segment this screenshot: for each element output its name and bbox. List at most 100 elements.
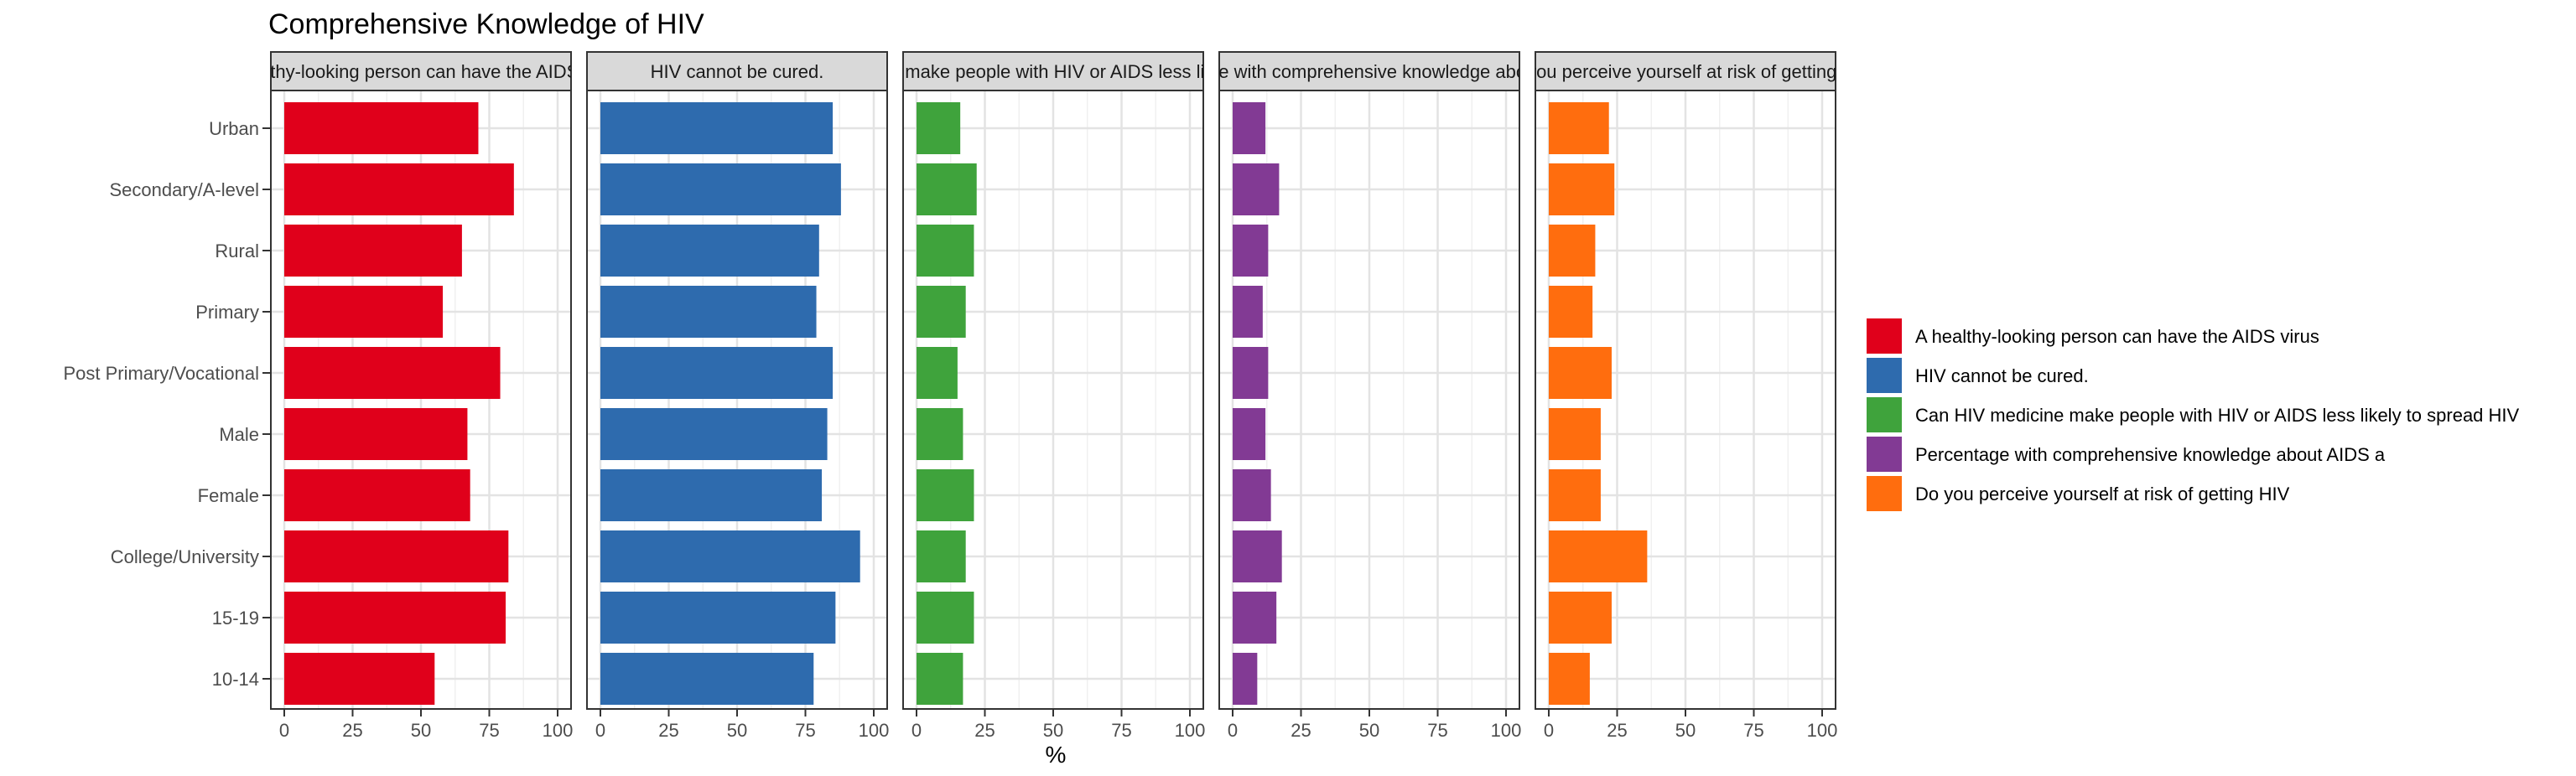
bar: [1233, 653, 1258, 705]
legend-swatch: [1867, 476, 1902, 511]
bar: [284, 225, 462, 277]
bar: [600, 347, 834, 399]
bar: [917, 102, 961, 154]
facet-strip-label: Can HIV medicine make people with HIV or…: [751, 61, 1356, 82]
bar: [1549, 530, 1648, 582]
x-tick-label: 50: [1675, 720, 1696, 741]
x-tick-label: 50: [1359, 720, 1379, 741]
y-tick-label: Secondary/A-level: [109, 179, 259, 200]
bar: [284, 653, 435, 705]
legend-label: Can HIV medicine make people with HIV or…: [1915, 405, 2520, 426]
bar: [1233, 530, 1282, 582]
bar: [1233, 163, 1280, 215]
y-tick-label: College/University: [111, 546, 259, 567]
legend-swatch: [1867, 437, 1902, 472]
y-tick-label: Urban: [209, 118, 259, 139]
bar: [1549, 653, 1590, 705]
legend-swatch: [1867, 397, 1902, 432]
bar: [1233, 102, 1266, 154]
x-tick-label: 0: [1228, 720, 1238, 741]
bar: [1549, 469, 1601, 521]
facet-strip: [270, 51, 572, 91]
x-tick-label: 0: [279, 720, 289, 741]
bar: [1233, 286, 1263, 338]
facet-strip: [902, 51, 1204, 91]
facet-strip: [1535, 51, 1836, 91]
legend-label: Do you perceive yourself at risk of gett…: [1915, 484, 2290, 504]
facet-strip-text-wrap: Do you perceive yourself at risk of gett…: [1498, 61, 1873, 82]
legend-label: Percentage with comprehensive knowledge …: [1915, 444, 2386, 465]
facet-strip: [1218, 51, 1520, 91]
x-tick-label: 25: [658, 720, 678, 741]
bar: [1233, 225, 1269, 277]
x-tick-label: 100: [1175, 720, 1206, 741]
facet-panel: HIV cannot be cured. 0 25 50 75 100: [586, 51, 890, 741]
x-tick-label: 100: [1807, 720, 1838, 741]
bar: [600, 286, 817, 338]
legend-label: A healthy-looking person can have the AI…: [1915, 326, 2319, 347]
bar: [1549, 225, 1596, 277]
bar: [600, 163, 841, 215]
bar: [917, 347, 958, 399]
bar: [284, 408, 468, 460]
facet-panel: Percentage with comprehensive knowledge …: [1218, 51, 1522, 741]
y-tick-label: Female: [198, 485, 259, 506]
bar: [284, 102, 479, 154]
x-tick-label: 75: [795, 720, 815, 741]
bar: [1233, 469, 1271, 521]
bar: [1549, 102, 1609, 154]
bar: [1233, 408, 1266, 460]
x-tick-label: 0: [595, 720, 605, 741]
bar: [600, 102, 834, 154]
bar: [1549, 592, 1612, 644]
bar: [917, 163, 977, 215]
bar: [600, 530, 860, 582]
facet-strip-label: Do you perceive yourself at risk of gett…: [1498, 61, 1873, 82]
x-tick-label: 25: [1607, 720, 1627, 741]
bar: [284, 592, 506, 644]
x-tick-label: 0: [911, 720, 922, 741]
x-tick-label: 25: [342, 720, 362, 741]
x-tick-label: 75: [479, 720, 499, 741]
facet-strip-label: HIV cannot be cured.: [651, 61, 824, 82]
x-tick-label: 75: [1743, 720, 1763, 741]
facet-panel: Can HIV medicine make people with HIV or…: [751, 51, 1356, 741]
facet-strip-text-wrap: Percentage with comprehensive knowledge …: [1219, 61, 1519, 82]
y-tick-label: Primary: [195, 302, 259, 323]
facet-strip-text-wrap: Can HIV medicine make people with HIV or…: [751, 61, 1356, 82]
bar: [284, 469, 470, 521]
y-tick-label: 15-19: [212, 608, 259, 629]
bar: [284, 530, 509, 582]
chart-title: Comprehensive Knowledge of HIV: [268, 8, 704, 40]
bar: [1233, 592, 1277, 644]
x-tick-label: 50: [411, 720, 431, 741]
bar: [1549, 408, 1601, 460]
y-tick-label: Post Primary/Vocational: [63, 363, 259, 384]
bar: [600, 469, 823, 521]
x-tick-label: 0: [1544, 720, 1554, 741]
y-tick-label: Rural: [215, 241, 259, 261]
x-tick-label: 100: [859, 720, 890, 741]
bar: [1549, 347, 1612, 399]
bar: [600, 592, 836, 644]
x-tick-label: 100: [543, 720, 574, 741]
x-tick-label: 75: [1111, 720, 1131, 741]
bar: [917, 530, 966, 582]
x-tick-label: 25: [1291, 720, 1311, 741]
x-tick-label: 100: [1491, 720, 1522, 741]
x-tick-label: 50: [727, 720, 747, 741]
facet-panel: A healthy-looking person can have the AI…: [270, 51, 574, 741]
legend-swatch: [1867, 358, 1902, 393]
bar: [917, 592, 974, 644]
x-tick-label: 25: [974, 720, 995, 741]
bar: [917, 469, 974, 521]
bar: [284, 286, 444, 338]
bar: [1233, 347, 1269, 399]
y-tick-label: 10-14: [212, 669, 259, 690]
bar: [1549, 286, 1593, 338]
x-axis-title: %: [1046, 742, 1067, 768]
bar: [284, 347, 501, 399]
bar: [600, 225, 819, 277]
